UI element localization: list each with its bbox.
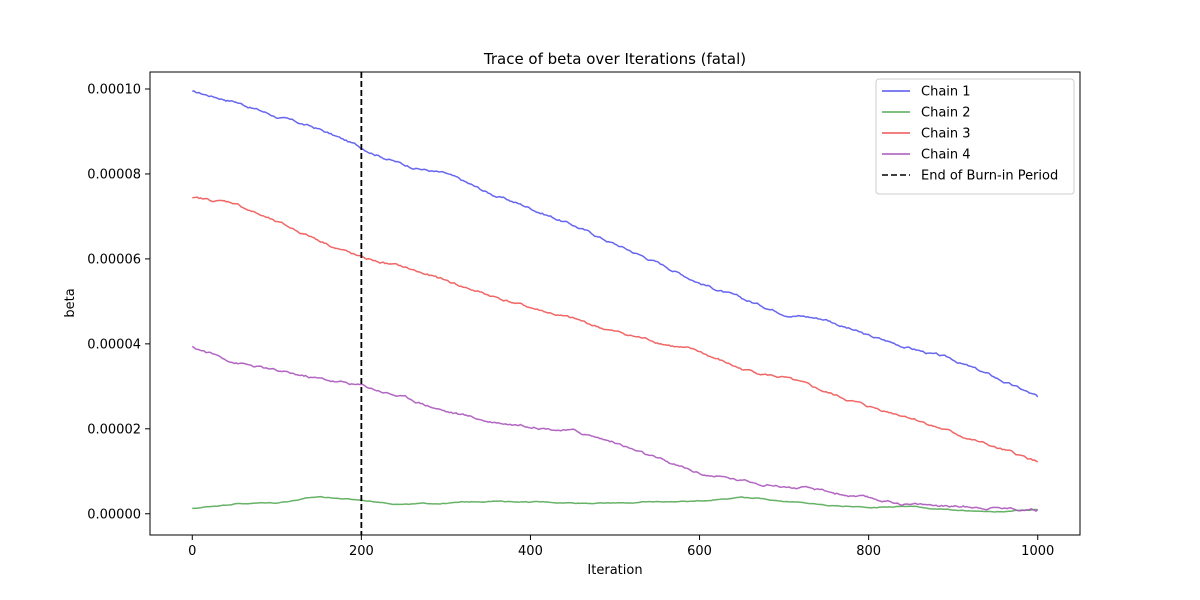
plot-frame	[149, 71, 1081, 536]
x-axis: 0 200 400 600 800 1000	[188, 535, 1054, 559]
x-axis-label: Iteration	[587, 563, 642, 578]
y-tick-label: 0.00010	[87, 82, 141, 97]
y-axis: 0.00000 0.00002 0.00004 0.00006 0.00008 0.000…	[87, 82, 150, 522]
series-lines	[191, 90, 1039, 513]
legend-label: Chain 4	[921, 148, 971, 163]
y-tick-label: 0.00008	[87, 167, 141, 182]
x-tick-label: 0	[188, 544, 196, 559]
legend-label: End of Burn-in Period	[921, 169, 1058, 184]
y-axis-label: beta	[63, 288, 78, 317]
x-tick-label: 1000	[1021, 544, 1054, 559]
legend: Chain 1 Chain 2 Chain 3 Chain 4 End of Burn-…	[875, 78, 1075, 195]
legend-box	[875, 78, 1075, 195]
y-tick-label: 0.00000	[87, 507, 141, 522]
series-line-chain-2	[192, 495, 1038, 513]
y-tick-label: 0.00002	[87, 422, 141, 437]
series-line-chain-1	[192, 90, 1039, 398]
chart-title: Trace of beta over Iterations (fatal)	[483, 50, 746, 68]
series-line-chain-3	[192, 196, 1039, 463]
y-tick-label: 0.00006	[87, 252, 141, 267]
legend-label: Chain 3	[921, 127, 971, 142]
x-tick-label: 600	[687, 544, 712, 559]
series-line-chain-4	[191, 345, 1039, 512]
y-tick-label: 0.00004	[87, 337, 141, 352]
x-tick-label: 400	[518, 544, 543, 559]
x-tick-label: 200	[349, 544, 374, 559]
legend-label: Chain 2	[921, 106, 971, 121]
legend-label: Chain 1	[921, 85, 971, 100]
plot-area	[149, 71, 1081, 536]
x-tick-label: 800	[856, 544, 881, 559]
